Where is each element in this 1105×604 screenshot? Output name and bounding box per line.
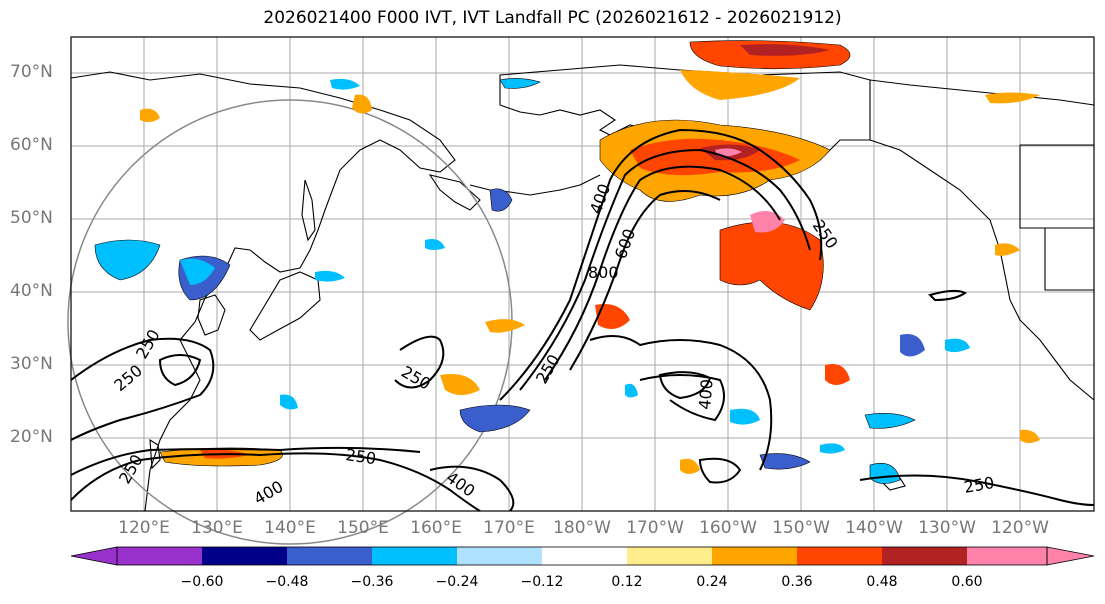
colorbar-tick-label: −0.60 xyxy=(180,574,224,590)
contour-label: 800 xyxy=(588,263,619,282)
colorbar-tick-label: 0.36 xyxy=(781,574,813,590)
colorbar-tick-label: −0.36 xyxy=(350,574,394,590)
colorbar xyxy=(70,546,1095,566)
colorbar-extend-max xyxy=(1046,546,1095,566)
colorbar-bin xyxy=(117,547,202,565)
colorbar-bin xyxy=(712,547,797,565)
lon-label: 140°E xyxy=(264,518,316,538)
lon-label: 150°W xyxy=(772,518,830,538)
colorbar-bin xyxy=(967,547,1047,565)
lat-label: 70°N xyxy=(10,62,53,82)
graticule xyxy=(71,37,1094,511)
lon-label: 130°W xyxy=(918,518,976,538)
lat-label: 50°N xyxy=(10,208,53,228)
negative-anomaly-shading xyxy=(94,78,970,484)
lon-label: 180°W xyxy=(553,518,611,538)
colorbar-bin xyxy=(797,547,882,565)
colorbar-tick-label: −0.48 xyxy=(265,574,309,590)
map-frame xyxy=(70,36,1095,512)
ivt-contours xyxy=(70,128,1095,512)
lat-label: 30°N xyxy=(10,354,53,374)
map-title: 2026021400 F000 IVT, IVT Landfall PC (20… xyxy=(263,8,842,28)
colorbar-tick-label: −0.24 xyxy=(435,574,479,590)
lon-label: 160°E xyxy=(410,518,462,538)
positive-anomaly-shading xyxy=(140,40,1040,474)
colorbar-bin xyxy=(627,547,712,565)
lon-label: 140°W xyxy=(845,518,903,538)
lat-label: 20°N xyxy=(10,427,53,447)
colorbar-bin xyxy=(542,547,627,565)
lat-label: 40°N xyxy=(10,281,53,301)
contour-label: 250 xyxy=(344,445,377,468)
colorbar-bin xyxy=(882,547,967,565)
contour-label: 400 xyxy=(695,378,717,410)
coastlines xyxy=(70,64,1095,512)
colorbar-tick-label: 0.60 xyxy=(951,574,983,590)
lon-label: 170°E xyxy=(483,518,535,538)
colorbar-tick-label: 0.48 xyxy=(866,574,898,590)
lon-label: 160°W xyxy=(699,518,757,538)
lon-label: 150°E xyxy=(337,518,389,538)
lon-label: 130°E xyxy=(191,518,243,538)
colorbar-bin xyxy=(372,547,457,565)
colorbar-tick-label: −0.12 xyxy=(520,574,564,590)
lon-label: 120°E xyxy=(118,518,170,538)
colorbar-extend-min xyxy=(70,546,118,566)
lat-label: 60°N xyxy=(10,135,53,155)
lon-label: 120°W xyxy=(991,518,1049,538)
colorbar-tick-label: 0.24 xyxy=(696,574,728,590)
colorbar-outline xyxy=(116,546,1048,566)
colorbar-bin xyxy=(202,547,287,565)
colorbar-tick-label: 0.12 xyxy=(611,574,643,590)
lon-label: 170°W xyxy=(626,518,684,538)
colorbar-bin xyxy=(457,547,542,565)
colorbar-bin xyxy=(287,547,372,565)
